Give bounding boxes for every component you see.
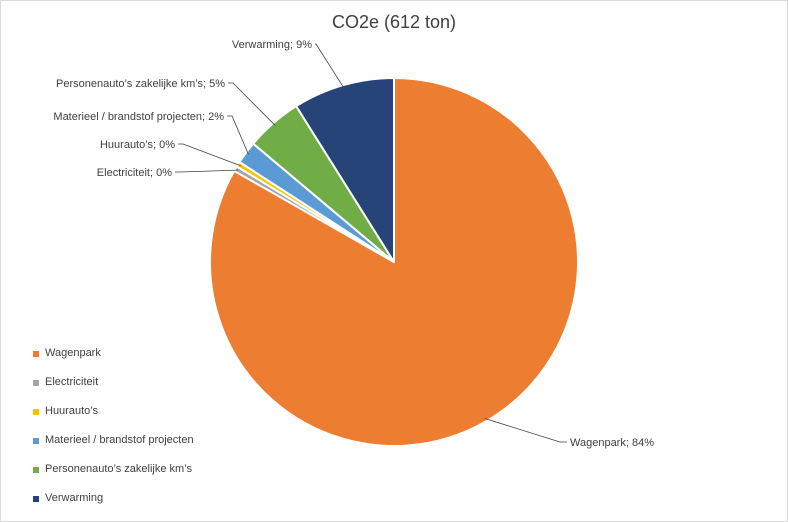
data-label-verwarming: Verwarming; 9% [232, 39, 312, 51]
chart-title: CO2e (612 ton) [331, 12, 457, 32]
leader-line-wagenpark [484, 418, 567, 443]
legend-item-personenautos-zakelijke-kms: Personenauto’s zakelijke km’s [33, 462, 253, 491]
legend-label: Materieel / brandstof projecten [45, 434, 194, 446]
legend-label: Wagenpark [45, 347, 101, 359]
data-label-electriciteit: Electriciteit; 0% [97, 167, 172, 179]
leader-line-materieel-brandstof-projecten [227, 115, 249, 155]
data-label-wagenpark: Wagenpark; 84% [570, 437, 654, 449]
leader-line-huurautos [178, 143, 241, 167]
legend-label: Electriciteit [45, 376, 99, 388]
legend-swatch [33, 467, 39, 473]
leader-line-personenautos-zakelijke-kms [228, 82, 276, 126]
leader-line-electriciteit [175, 169, 239, 173]
legend: Wagenpark Electriciteit Huurauto’s Materiee… [33, 346, 253, 520]
data-label-huurautos: Huurauto’s; 0% [100, 139, 175, 151]
legend-item-electriciteit: Electriciteit [33, 375, 253, 404]
legend-item-verwarming: Verwarming [33, 491, 253, 520]
legend-label: Verwarming [45, 492, 104, 504]
legend-swatch [33, 351, 39, 357]
leader-line-verwarming [315, 43, 345, 89]
legend-swatch [33, 409, 39, 415]
legend-item-wagenpark: Wagenpark [33, 346, 253, 375]
legend-item-huurautos: Huurauto’s [33, 404, 253, 433]
pie-slice-verwarming [295, 77, 395, 263]
legend-label: Huurauto’s [45, 405, 98, 417]
data-label-personenautos-zakelijke-kms: Personenauto’s zakelijke km’s; 5% [56, 78, 225, 90]
legend-swatch [33, 438, 39, 444]
legend-swatch [33, 496, 39, 502]
legend-item-materieel-brandstof-projecten: Materieel / brandstof projecten [33, 433, 253, 462]
data-label-materieel-brandstof-projecten: Materieel / brandstof projecten; 2% [53, 111, 224, 123]
legend-swatch [33, 380, 39, 386]
legend-label: Personenauto’s zakelijke km’s [45, 463, 192, 475]
